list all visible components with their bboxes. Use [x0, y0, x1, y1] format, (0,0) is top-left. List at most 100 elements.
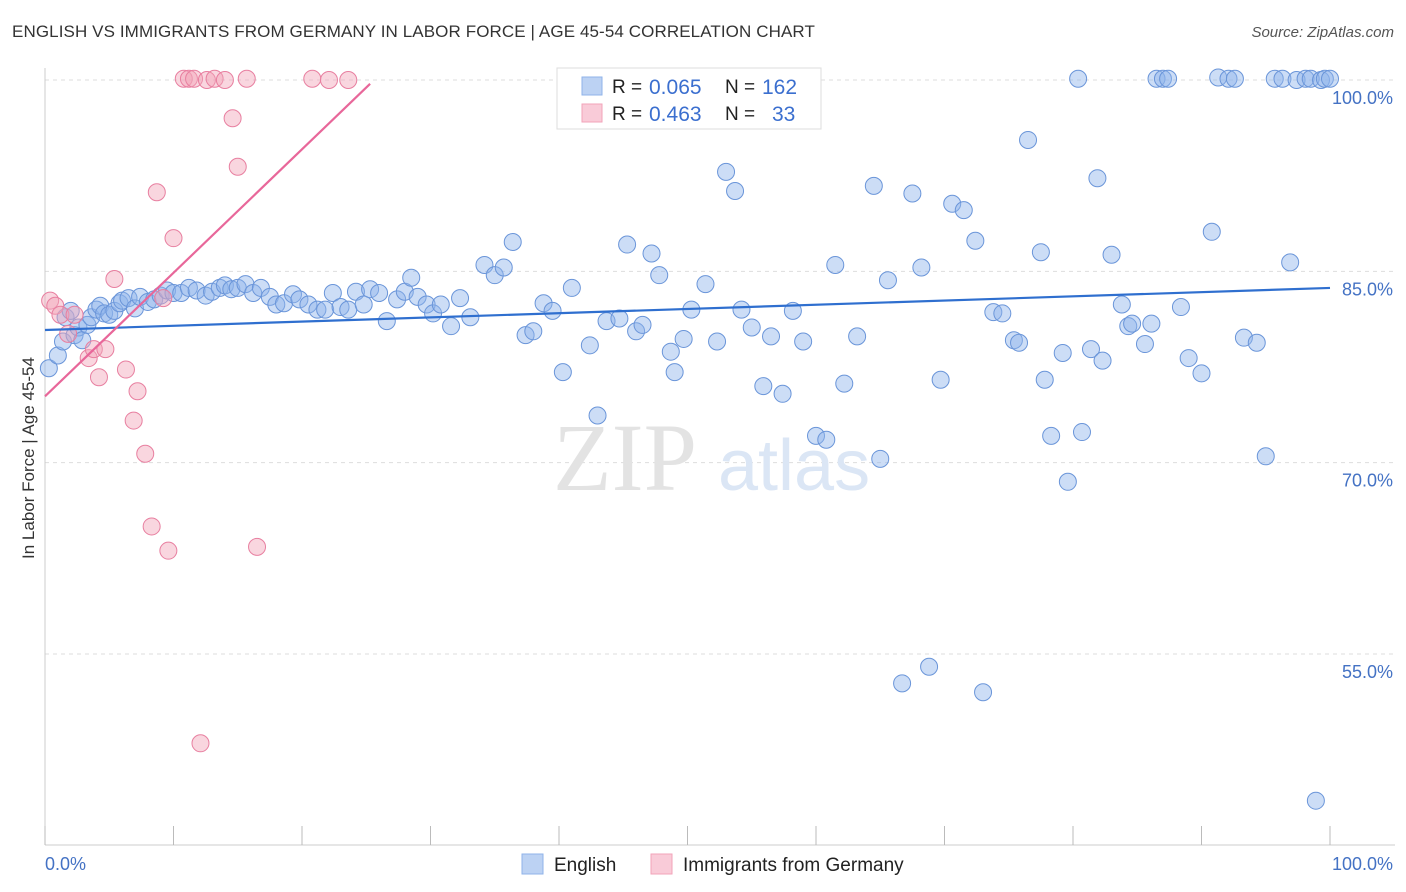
point-germany	[46, 296, 65, 315]
point-germany	[179, 69, 198, 88]
point-germany	[159, 541, 178, 560]
point-english	[966, 231, 985, 250]
point-english	[754, 377, 773, 396]
point-english	[1287, 71, 1306, 89]
point-english	[543, 301, 562, 320]
y-tick-label: 70.0%	[1342, 471, 1393, 491]
trend-line-english	[44, 286, 1331, 332]
point-english	[388, 290, 407, 309]
point-english	[377, 312, 396, 331]
point-english	[1179, 349, 1198, 368]
point-english	[726, 181, 745, 200]
point-germany	[164, 229, 183, 248]
point-germany	[174, 69, 193, 88]
point-english	[580, 336, 599, 355]
point-english	[903, 184, 922, 203]
point-english	[1053, 343, 1072, 362]
point-english	[222, 280, 241, 299]
y-tick-labels: 100.0% 85.0% 70.0% 55.0%	[1332, 88, 1393, 682]
point-english	[708, 332, 727, 351]
point-english	[370, 284, 389, 303]
point-english	[485, 266, 504, 285]
point-english	[1202, 222, 1221, 241]
point-germany	[96, 340, 115, 359]
point-english	[299, 295, 318, 314]
x-tick-label-min: 0.0%	[45, 854, 86, 874]
point-english	[451, 289, 470, 308]
point-english	[848, 327, 867, 346]
point-english	[1265, 69, 1284, 88]
point-germany	[124, 411, 143, 430]
point-english	[354, 295, 373, 314]
point-english	[1219, 69, 1238, 88]
point-english	[1281, 253, 1300, 272]
point-english	[974, 683, 993, 702]
stats-legend-n-label: N =	[725, 104, 755, 125]
point-english	[762, 327, 781, 346]
point-germany	[41, 291, 60, 310]
point-english	[588, 406, 607, 425]
point-english	[1153, 69, 1172, 88]
point-germany	[65, 305, 84, 324]
point-english	[1093, 351, 1112, 370]
legend-label-english: English	[554, 855, 616, 876]
point-english	[696, 275, 715, 294]
point-english	[1273, 69, 1292, 88]
point-germany	[89, 368, 108, 387]
point-english	[864, 176, 883, 195]
point-english	[553, 363, 572, 382]
point-english	[984, 303, 1003, 322]
point-english	[1102, 245, 1121, 264]
point-english	[912, 258, 931, 277]
x-tick-label-max: 100.0%	[1332, 854, 1393, 874]
point-germany	[136, 444, 155, 463]
stats-legend: R = 0.065 N = 162 R = 0.463 N = 33	[556, 67, 822, 130]
point-english	[408, 287, 427, 306]
point-germany	[228, 157, 247, 176]
point-english	[442, 317, 461, 336]
point-english	[642, 244, 661, 263]
point-english	[1296, 69, 1315, 88]
legend-label-germany: Immigrants from Germany	[683, 855, 904, 876]
point-english	[431, 295, 450, 314]
point-english	[878, 271, 897, 290]
point-germany	[237, 69, 256, 88]
point-english	[1192, 364, 1211, 383]
point-english	[1088, 169, 1107, 188]
point-english	[627, 322, 646, 341]
point-english	[826, 255, 845, 274]
point-english	[402, 268, 421, 287]
point-germany	[154, 289, 173, 308]
point-english	[524, 322, 543, 341]
point-english	[807, 426, 825, 445]
point-english	[1042, 426, 1061, 445]
point-english	[1058, 472, 1077, 491]
legend-swatch-english	[521, 853, 544, 875]
point-english	[494, 258, 513, 277]
point-english	[732, 300, 751, 319]
point-english	[361, 280, 380, 299]
point-english	[871, 449, 890, 468]
point-english	[610, 309, 629, 328]
point-germany	[105, 269, 124, 288]
point-english	[618, 235, 637, 254]
point-english	[661, 342, 680, 361]
point-english	[1069, 69, 1088, 88]
stats-legend-r-label: R =	[612, 77, 642, 98]
point-english	[339, 300, 358, 319]
point-germany	[116, 360, 135, 379]
point-english	[742, 318, 761, 337]
stats-legend-n-value: 33	[772, 103, 795, 126]
series-legend: English Immigrants from Germany	[521, 853, 904, 876]
point-english	[308, 300, 327, 319]
point-germany	[339, 71, 358, 89]
point-english	[1123, 314, 1142, 333]
watermark-zip: ZIP	[553, 404, 697, 511]
point-english	[562, 278, 581, 297]
point-english	[1031, 243, 1050, 262]
point-english	[717, 162, 736, 181]
point-english	[1225, 69, 1244, 88]
point-english	[817, 430, 836, 449]
point-english	[650, 266, 669, 285]
